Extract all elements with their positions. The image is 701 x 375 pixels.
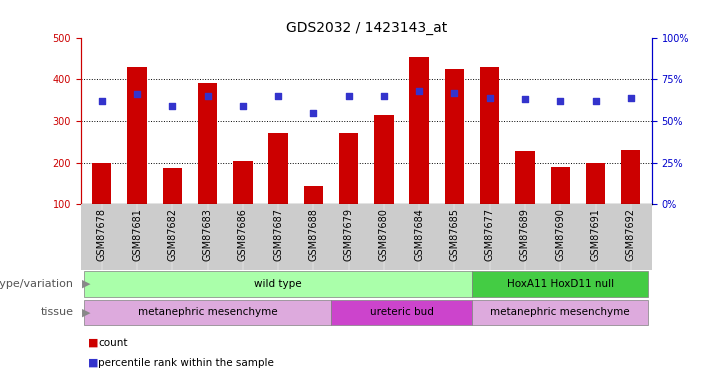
- Text: GSM87677: GSM87677: [484, 208, 495, 261]
- Point: [519, 96, 531, 102]
- Bar: [198, 83, 217, 204]
- Point: [449, 90, 460, 96]
- Bar: [480, 67, 499, 204]
- Text: ■: ■: [88, 338, 98, 348]
- Text: metanephric mesenchyme: metanephric mesenchyme: [491, 307, 630, 317]
- Text: GSM87687: GSM87687: [273, 208, 283, 261]
- Text: HoxA11 HoxD11 null: HoxA11 HoxD11 null: [507, 279, 614, 289]
- Bar: [84, 272, 472, 297]
- Text: metanephric mesenchyme: metanephric mesenchyme: [138, 307, 278, 317]
- Point: [308, 110, 319, 116]
- Point: [343, 93, 354, 99]
- Text: GSM87685: GSM87685: [449, 208, 459, 261]
- Bar: [339, 134, 358, 204]
- Text: wild type: wild type: [254, 279, 302, 289]
- Point: [167, 103, 178, 109]
- Point: [484, 94, 496, 100]
- Bar: [92, 163, 111, 204]
- Bar: [374, 115, 393, 204]
- Text: GSM87690: GSM87690: [555, 208, 565, 261]
- Text: GSM87682: GSM87682: [168, 208, 177, 261]
- Point: [414, 88, 425, 94]
- Text: percentile rank within the sample: percentile rank within the sample: [98, 358, 274, 368]
- Bar: [163, 168, 182, 204]
- Bar: [586, 163, 605, 204]
- Bar: [331, 300, 472, 325]
- Point: [273, 93, 284, 99]
- Point: [379, 93, 390, 99]
- Text: ▶: ▶: [82, 307, 90, 317]
- Title: GDS2032 / 1423143_at: GDS2032 / 1423143_at: [285, 21, 447, 35]
- Bar: [444, 69, 464, 204]
- Bar: [304, 186, 323, 204]
- Bar: [550, 167, 570, 204]
- Bar: [472, 300, 648, 325]
- Text: GSM87686: GSM87686: [238, 208, 248, 261]
- Text: genotype/variation: genotype/variation: [0, 279, 1, 289]
- Point: [202, 93, 213, 99]
- Point: [625, 94, 637, 100]
- Bar: [128, 67, 147, 204]
- Text: GSM87680: GSM87680: [379, 208, 389, 261]
- Point: [131, 91, 142, 97]
- Bar: [268, 134, 288, 204]
- Point: [590, 98, 601, 104]
- Bar: [84, 300, 331, 325]
- Point: [237, 103, 248, 109]
- Text: ▶: ▶: [82, 279, 90, 289]
- Text: count: count: [98, 338, 128, 348]
- Text: GSM87691: GSM87691: [590, 208, 601, 261]
- Text: genotype/variation: genotype/variation: [0, 279, 74, 289]
- Bar: [515, 151, 535, 204]
- Point: [554, 98, 566, 104]
- Text: GSM87679: GSM87679: [343, 208, 353, 261]
- Text: GSM87681: GSM87681: [132, 208, 142, 261]
- Text: ■: ■: [88, 358, 98, 368]
- Bar: [409, 57, 429, 204]
- Text: GSM87683: GSM87683: [203, 208, 212, 261]
- Text: GSM87689: GSM87689: [520, 208, 530, 261]
- Text: GSM87692: GSM87692: [626, 208, 636, 261]
- Bar: [233, 160, 252, 204]
- Point: [96, 98, 107, 104]
- Text: GSM87678: GSM87678: [97, 208, 107, 261]
- Bar: [472, 272, 648, 297]
- Bar: [621, 150, 641, 204]
- Text: GSM87688: GSM87688: [308, 208, 318, 261]
- Text: GSM87684: GSM87684: [414, 208, 424, 261]
- Text: tissue: tissue: [41, 307, 74, 317]
- Text: ureteric bud: ureteric bud: [369, 307, 433, 317]
